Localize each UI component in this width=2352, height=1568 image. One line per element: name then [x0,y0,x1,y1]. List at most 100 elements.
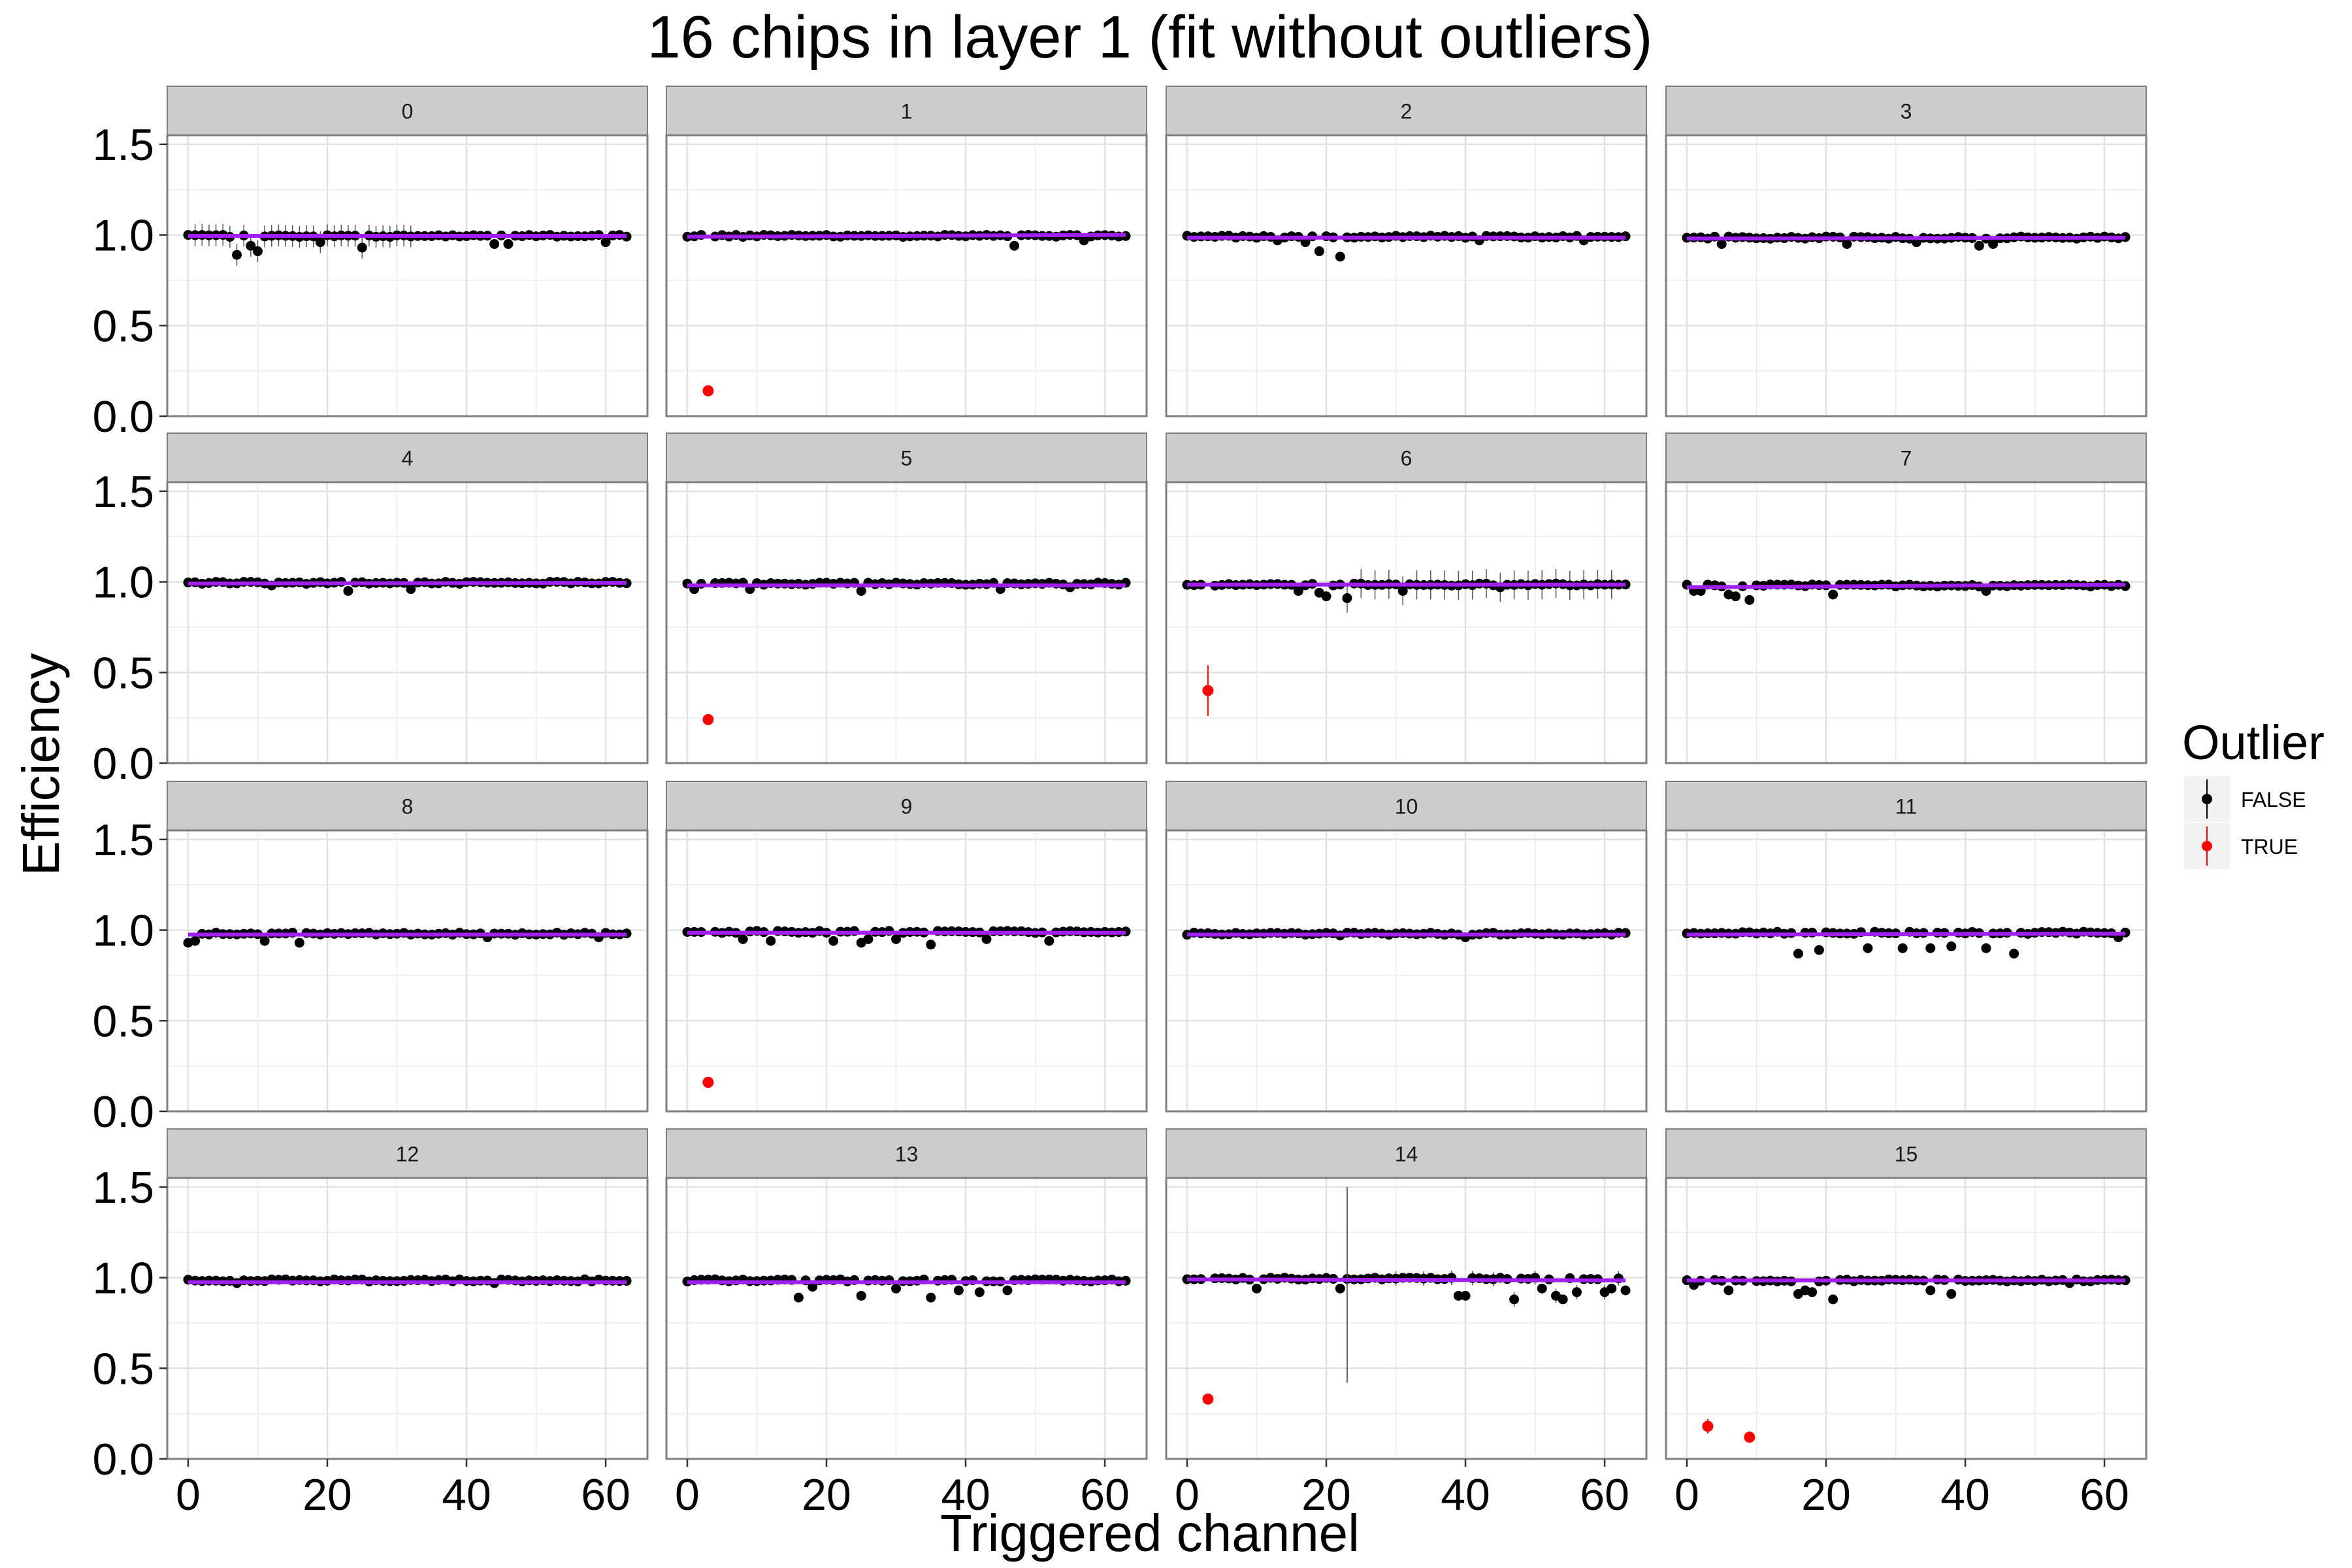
data-point [891,934,902,944]
data-point [1509,1294,1520,1305]
facet-panel: 14 0 20 40 60 [1165,1128,1648,1520]
y-tick-label: 1.0 [92,1254,154,1303]
data-point [343,585,353,596]
fit-line [1686,582,2126,589]
facet-strip-label: 2 [1401,100,1413,123]
y-tick-label: 1.0 [92,906,154,956]
x-tick-label: 40 [941,1470,990,1520]
facet-strip-label: 7 [1901,447,1912,470]
facet-strip [1665,781,2147,831]
plot-background [666,1178,1147,1459]
plot-background [167,1178,647,1459]
data-point [246,240,256,251]
x-tick-label: 0 [1175,1470,1200,1520]
data-point [1607,1283,1617,1294]
panel-border [1665,1177,2148,1460]
data-point [1342,593,1352,604]
data-point [1044,936,1054,946]
data-point [1620,1285,1631,1296]
data-point [406,584,416,595]
data-point [600,237,611,248]
data-point [1946,941,1957,952]
data-point [1974,240,1984,251]
data-point [793,1292,804,1303]
facet-panel: 0 0.0 0.5 1.0 1.5 [92,86,649,442]
data-point [1842,238,1852,249]
data-point [1897,943,1908,953]
data-point [953,1285,964,1296]
data-point [766,936,776,946]
data-point [1981,943,1991,953]
plot-background [666,135,1147,416]
facet-strip [1166,86,1647,136]
data-point [232,250,242,260]
data-point [828,936,839,946]
panel-border [1165,829,1648,1113]
facet-strip-label: 1 [901,100,913,123]
data-point [1807,1287,1818,1298]
y-axis-label: Efficiency [12,653,70,876]
data-point [1009,240,1020,251]
data-point [981,934,992,944]
outlier-point [1702,1420,1714,1432]
legend-label: FALSE [2241,788,2306,811]
fit-line [687,233,1126,239]
data-point [863,934,874,944]
outlier-point [702,385,714,397]
data-point [1314,246,1324,257]
y-tick-label: 0.0 [92,1435,154,1484]
facet-strip-label: 12 [396,1143,419,1166]
data-point [1460,1290,1471,1301]
y-tick-label: 0.5 [92,1344,154,1394]
outlier-point [1744,1431,1756,1443]
y-tick-label: 1.0 [92,211,154,261]
fit-line [1186,1277,1626,1282]
x-tick-label: 0 [1674,1470,1699,1520]
facet-strip [1166,1128,1647,1179]
data-point [682,231,693,242]
x-tick-label: 20 [302,1470,352,1520]
x-tick-label: 20 [802,1470,851,1520]
plot-background [666,830,1147,1111]
data-point [1251,1283,1262,1294]
facet-strip [167,86,648,136]
data-point [294,938,304,948]
y-tick-label: 0.0 [92,739,154,789]
data-point [891,1283,902,1294]
plot-background [167,135,647,416]
y-tick-label: 1.5 [92,815,154,865]
data-point [856,585,866,596]
data-point [974,1287,985,1298]
data-point [1571,1287,1582,1298]
data-point [738,934,748,944]
facet-panel: 13 0 20 40 60 [665,1128,1148,1520]
y-tick-label: 0.5 [92,996,154,1046]
facet-panels: 00.00.51.01.51 2 340.00.51.01.55 6 780.00.51… [92,86,2148,1520]
x-tick-label: 0 [176,1470,201,1520]
facet-panel: 15 0 20 40 60 [1665,1128,2148,1520]
facet-strip [666,86,1147,136]
data-point [1863,943,1873,953]
x-tick-label: 40 [1940,1470,1990,1520]
data-point [1981,585,1991,596]
data-point [1814,945,1824,955]
plot-background [1166,135,1646,416]
facet-strip-label: 15 [1895,1143,1918,1166]
data-point [1321,591,1331,602]
plot-background [1666,830,2146,1111]
plot-background [1166,482,1646,763]
data-point [1182,1274,1192,1284]
data-point [1946,1289,1957,1299]
y-tick-label: 1.5 [92,120,154,170]
data-point [357,242,367,253]
panel-border [166,481,649,764]
data-point [1453,1290,1463,1301]
facet-strip [666,433,1147,483]
facet-panel: 11 [1665,781,2148,1113]
x-tick-label: 60 [2080,1470,2129,1520]
facet-panel: 4 0.0 0.5 1.0 1.5 [92,433,649,789]
facet-panel: 1 [665,86,1148,417]
data-point [1537,1283,1547,1294]
y-tick-label: 1.0 [92,558,154,608]
